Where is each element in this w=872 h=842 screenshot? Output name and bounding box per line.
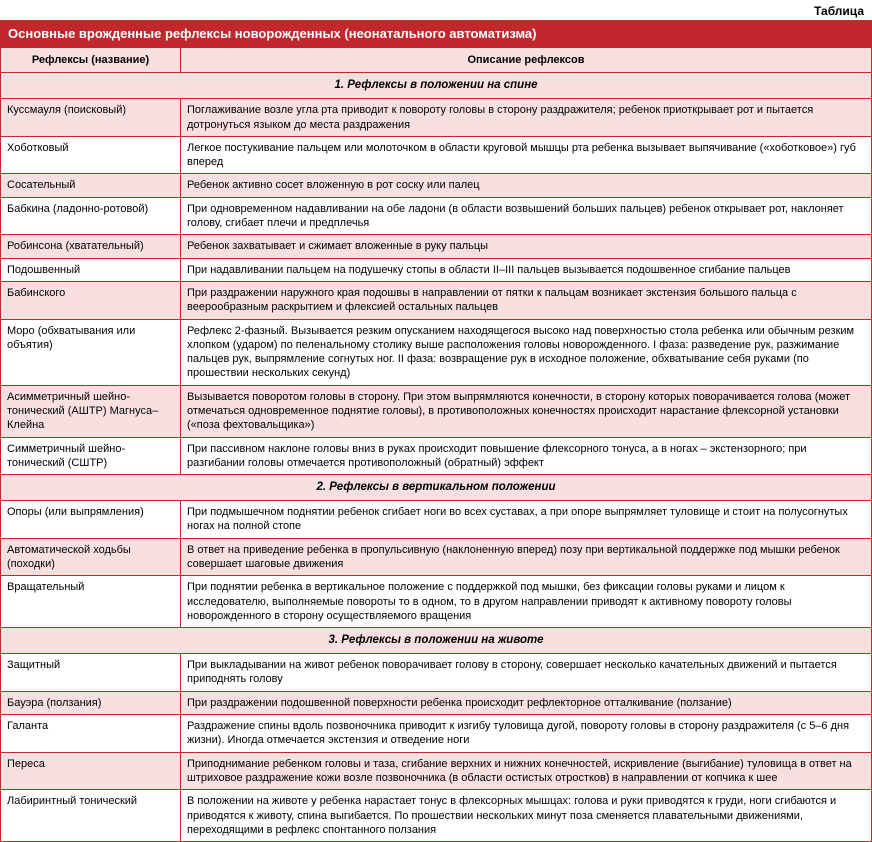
table-row: ЗащитныйПри выкладывании на живот ребено…: [1, 654, 872, 692]
reflex-name: Сосательный: [1, 174, 181, 197]
section-heading: 3. Рефлексы в положении на животе: [1, 628, 872, 654]
table-row: Бауэра (ползания)При раздражении подошве…: [1, 691, 872, 714]
reflex-description: При одновременном надавливании на обе ла…: [181, 197, 872, 235]
table-row: ПересаПриподнимание ребенком головы и та…: [1, 752, 872, 790]
reflex-name: Автоматической ходьбы (походки): [1, 538, 181, 576]
reflex-name: Моро (обхватывания или объятия): [1, 319, 181, 385]
reflex-description: Рефлекс 2-фазный. Вызывается резким опус…: [181, 319, 872, 385]
reflex-name: Галанта: [1, 715, 181, 753]
reflex-name: Робинсона (хватательный): [1, 235, 181, 258]
table-row: Куссмауля (поисковый)Поглаживание возле …: [1, 99, 872, 137]
reflex-description: При подмышечном поднятии ребенок сгибает…: [181, 501, 872, 539]
table-row: Робинсона (хватательный)Ребенок захватыв…: [1, 235, 872, 258]
table-header-row: Рефлексы (название) Описание рефлексов: [1, 48, 872, 73]
reflex-name: Бабкина (ладонно-ротовой): [1, 197, 181, 235]
table-row: ПодошвенныйПри надавливании пальцем на п…: [1, 258, 872, 281]
reflex-description: При пассивном наклоне головы вниз в рука…: [181, 437, 872, 475]
table-row: БабинскогоПри раздражении наружного края…: [1, 281, 872, 319]
reflex-description: При выкладывании на живот ребенок повора…: [181, 654, 872, 692]
table-row: ВращательныйПри поднятии ребенка в верти…: [1, 576, 872, 628]
reflex-description: В ответ на приведение ребенка в пропульс…: [181, 538, 872, 576]
reflex-name: Бауэра (ползания): [1, 691, 181, 714]
table-label: Таблица: [0, 0, 872, 20]
reflex-name: Подошвенный: [1, 258, 181, 281]
section-heading-row: 1. Рефлексы в положении на спине: [1, 73, 872, 99]
reflex-name: Асимметричный шейно-тонический (АШТР) Ма…: [1, 385, 181, 437]
reflex-name: Опоры (или выпрямления): [1, 501, 181, 539]
table-row: Асимметричный шейно-тонический (АШТР) Ма…: [1, 385, 872, 437]
table-row: Автоматической ходьбы (походки)В ответ н…: [1, 538, 872, 576]
reflex-name: Вращательный: [1, 576, 181, 628]
reflexes-table: Рефлексы (название) Описание рефлексов 1…: [0, 47, 872, 842]
section-heading-row: 2. Рефлексы в вертикальном положении: [1, 475, 872, 501]
reflex-description: При раздражении подошвенной поверхности …: [181, 691, 872, 714]
reflex-name: Лабиринтный тонический: [1, 790, 181, 842]
reflex-description: Поглаживание возле угла рта приводит к п…: [181, 99, 872, 137]
reflex-name: Хоботковый: [1, 136, 181, 174]
col-header-desc: Описание рефлексов: [181, 48, 872, 73]
reflex-description: Ребенок захватывает и сжимает вложенные …: [181, 235, 872, 258]
reflex-description: В положении на животе у ребенка нарастае…: [181, 790, 872, 842]
reflex-description: Вызывается поворотом головы в сторону. П…: [181, 385, 872, 437]
table-row: ГалантаРаздражение спины вдоль позвоночн…: [1, 715, 872, 753]
table-row: Симметричный шейно-тонический (СШТР)При …: [1, 437, 872, 475]
table-row: Опоры (или выпрямления)При подмышечном п…: [1, 501, 872, 539]
reflex-description: Раздражение спины вдоль позвоночника при…: [181, 715, 872, 753]
reflex-name: Симметричный шейно-тонический (СШТР): [1, 437, 181, 475]
section-heading: 2. Рефлексы в вертикальном положении: [1, 475, 872, 501]
col-header-name: Рефлексы (название): [1, 48, 181, 73]
table-row: Моро (обхватывания или объятия)Рефлекс 2…: [1, 319, 872, 385]
table-row: ХоботковыйЛегкое постукивание пальцем ил…: [1, 136, 872, 174]
reflex-description: При раздражении наружного края подошвы в…: [181, 281, 872, 319]
reflex-name: Защитный: [1, 654, 181, 692]
reflex-description: Легкое постукивание пальцем или молоточк…: [181, 136, 872, 174]
table-row: Бабкина (ладонно-ротовой)При одновременн…: [1, 197, 872, 235]
reflex-description: Приподнимание ребенком головы и таза, сг…: [181, 752, 872, 790]
reflex-name: Бабинского: [1, 281, 181, 319]
reflex-description: При поднятии ребенка в вертикальное поло…: [181, 576, 872, 628]
reflex-description: При надавливании пальцем на подушечку ст…: [181, 258, 872, 281]
section-heading: 1. Рефлексы в положении на спине: [1, 73, 872, 99]
section-heading-row: 3. Рефлексы в положении на животе: [1, 628, 872, 654]
table-row: СосательныйРебенок активно сосет вложенн…: [1, 174, 872, 197]
table-title: Основные врожденные рефлексы новорожденн…: [0, 20, 872, 47]
reflex-name: Куссмауля (поисковый): [1, 99, 181, 137]
reflex-name: Переса: [1, 752, 181, 790]
reflex-description: Ребенок активно сосет вложенную в рот со…: [181, 174, 872, 197]
table-row: Лабиринтный тоническийВ положении на жив…: [1, 790, 872, 842]
